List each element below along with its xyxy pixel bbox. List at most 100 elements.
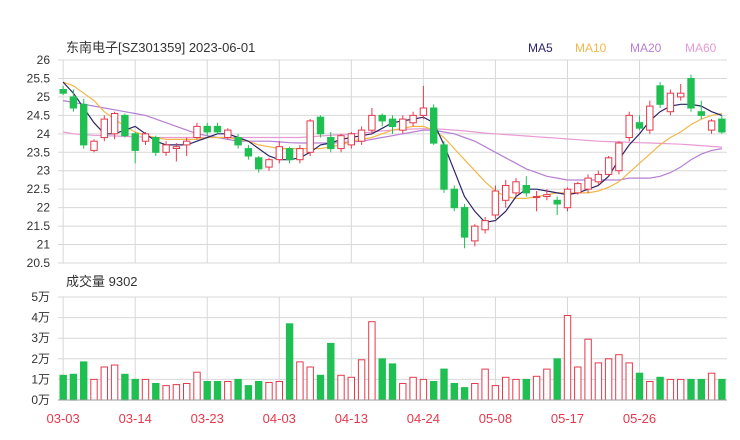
candle-body bbox=[594, 173, 603, 183]
candle-body bbox=[131, 133, 139, 151]
volume-bar bbox=[80, 361, 88, 401]
volume-bar bbox=[430, 381, 438, 401]
candle-body bbox=[512, 181, 520, 194]
price-tick-label: 25 bbox=[37, 90, 51, 104]
candle-body bbox=[440, 144, 448, 190]
volume-tick-label: 2万 bbox=[31, 352, 50, 366]
ma20-line bbox=[62, 100, 723, 181]
volume-bar bbox=[553, 358, 561, 401]
volume-bar bbox=[337, 374, 345, 401]
volume-bar bbox=[563, 315, 572, 401]
volume-bar bbox=[532, 375, 541, 401]
volume-bar bbox=[306, 366, 314, 401]
volume-bar bbox=[584, 338, 592, 401]
volume-bar bbox=[677, 378, 685, 401]
volume-bar bbox=[502, 376, 510, 401]
legend-ma20: MA20 bbox=[630, 41, 662, 55]
candle-body bbox=[491, 190, 500, 216]
x-tick-label: 03-14 bbox=[119, 411, 152, 426]
volume-bar bbox=[687, 378, 695, 401]
candle-body bbox=[213, 125, 222, 133]
volume-bar bbox=[347, 376, 356, 401]
volume-bar bbox=[707, 372, 716, 401]
volume-bar bbox=[141, 378, 150, 401]
candle-body bbox=[481, 220, 489, 231]
x-tick-label: 04-03 bbox=[263, 411, 296, 426]
candle-body bbox=[347, 133, 356, 146]
volume-bar bbox=[697, 378, 705, 401]
volume-tick-label: 0万 bbox=[31, 393, 50, 407]
price-tick-label: 24 bbox=[37, 127, 51, 141]
volume-bar bbox=[399, 383, 407, 401]
ma10-line bbox=[62, 81, 723, 199]
volume-bar bbox=[183, 383, 191, 401]
candle-body bbox=[604, 157, 613, 175]
candle-body bbox=[316, 116, 325, 135]
candle-body bbox=[399, 118, 407, 131]
volume-bar bbox=[59, 374, 67, 401]
volume-bar bbox=[419, 378, 428, 401]
candle-body bbox=[327, 137, 335, 150]
volume-bar bbox=[512, 378, 520, 401]
candle-body bbox=[265, 159, 273, 168]
volume-bar bbox=[213, 381, 222, 401]
candle-body bbox=[646, 105, 654, 131]
price-tick-label: 22.5 bbox=[27, 182, 51, 196]
candle-body bbox=[337, 135, 345, 150]
volume-bar bbox=[368, 321, 376, 401]
candle-body bbox=[419, 107, 428, 116]
candle-body bbox=[296, 148, 304, 161]
candle-body bbox=[460, 207, 469, 238]
candle-body bbox=[285, 148, 294, 161]
volume-bar bbox=[193, 371, 201, 401]
volume-bar bbox=[656, 376, 664, 401]
candle-body bbox=[80, 103, 88, 146]
price-tick-label: 24.5 bbox=[27, 108, 51, 122]
volume-bar bbox=[69, 373, 78, 401]
candle-body bbox=[532, 196, 541, 199]
volume-bar bbox=[409, 376, 417, 401]
volume-bar bbox=[604, 358, 613, 401]
x-tick-label: 04-24 bbox=[407, 411, 440, 426]
volume-bar bbox=[615, 354, 623, 401]
candle-body bbox=[224, 129, 232, 139]
chart-title: 东南电子[SZ301359] 2023-06-01 bbox=[66, 40, 255, 55]
volume-bar bbox=[522, 378, 530, 401]
candle-body bbox=[563, 188, 572, 209]
candle-body bbox=[172, 146, 181, 149]
volume-bar bbox=[234, 378, 242, 401]
candle-body bbox=[69, 96, 78, 109]
candle-body bbox=[357, 129, 366, 142]
candle-body bbox=[368, 114, 376, 131]
candle-body bbox=[687, 78, 695, 109]
volume-label: 成交量 9302 bbox=[66, 274, 138, 289]
candle-body bbox=[625, 114, 633, 139]
volume-bar bbox=[152, 383, 160, 401]
x-tick-label: 03-23 bbox=[191, 411, 224, 426]
volume-bar bbox=[265, 382, 273, 401]
volume-bar bbox=[131, 378, 139, 401]
candle-body bbox=[90, 140, 98, 151]
volume-tick-label: 1万 bbox=[31, 372, 50, 386]
volume-bar bbox=[203, 381, 211, 401]
volume-bar bbox=[244, 385, 253, 401]
candle-body bbox=[234, 137, 242, 146]
candle-body bbox=[255, 157, 263, 170]
volume-bar bbox=[275, 381, 284, 401]
volume-tick-label: 3万 bbox=[31, 331, 50, 345]
volume-panel: 5万 4万 3万 2万 1万 0万 bbox=[31, 290, 727, 407]
candle-body bbox=[244, 148, 253, 157]
volume-bar bbox=[666, 378, 675, 401]
volume-bar bbox=[357, 359, 366, 401]
candle-body bbox=[584, 177, 592, 190]
price-tick-label: 23 bbox=[37, 164, 51, 178]
volume-bar bbox=[481, 368, 489, 401]
volume-bar bbox=[285, 323, 294, 401]
candle-body bbox=[100, 118, 108, 139]
volume-bar bbox=[224, 381, 232, 401]
x-tick-label: 03-03 bbox=[47, 411, 80, 426]
volume-bar bbox=[635, 372, 644, 401]
price-panel: 26 25.5 25 24.5 24 23.5 23 22.5 22 21.5 21 20.5 bbox=[27, 53, 727, 270]
candle-body bbox=[553, 199, 561, 205]
